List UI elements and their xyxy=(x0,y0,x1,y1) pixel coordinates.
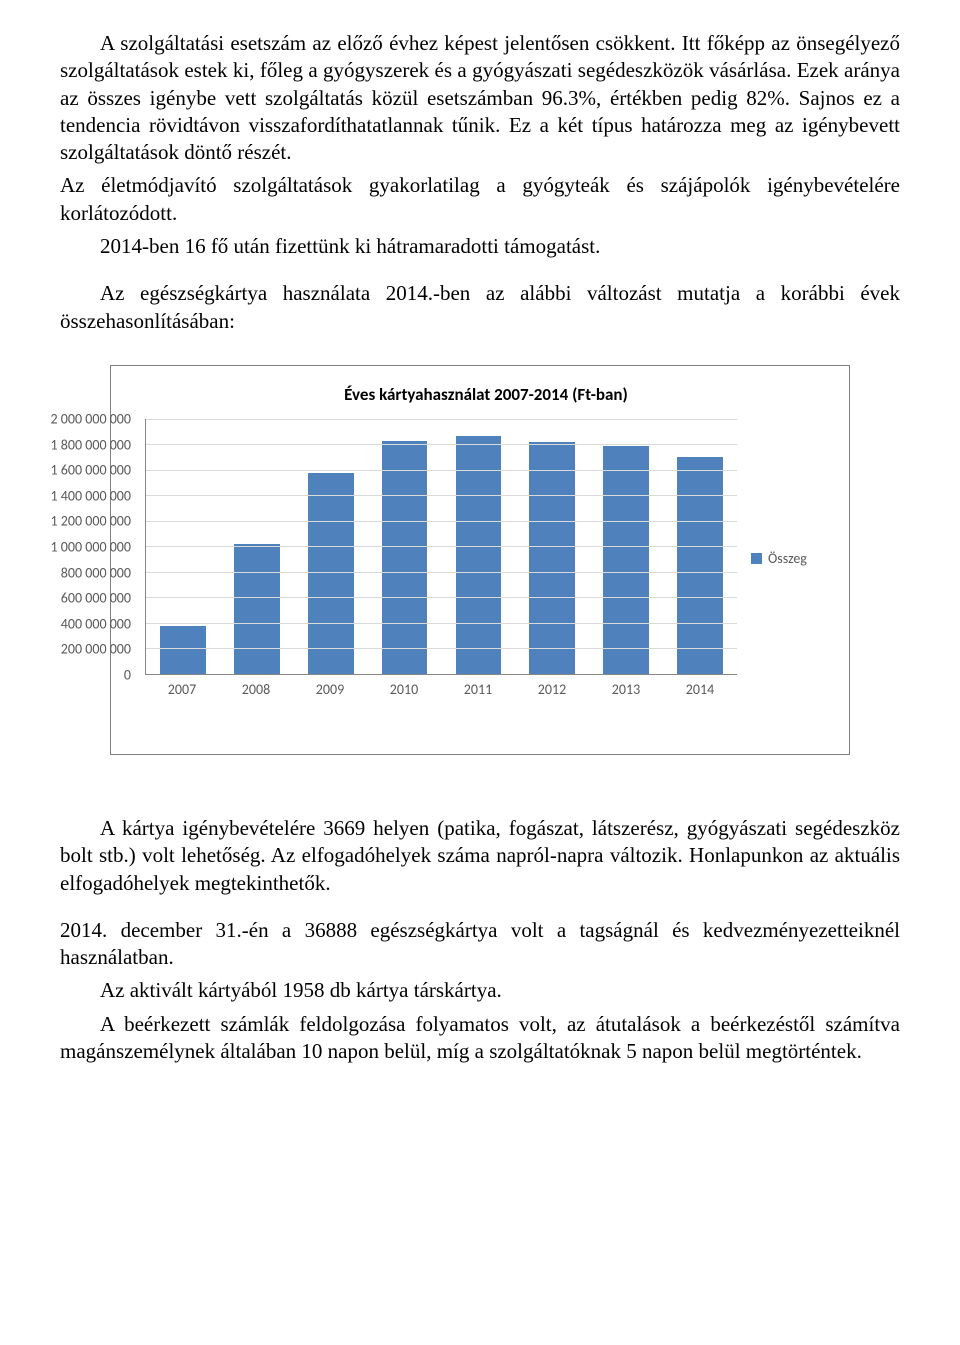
bar xyxy=(382,441,428,674)
gridline xyxy=(146,419,737,420)
gridline xyxy=(146,572,737,573)
x-tick-label: 2011 xyxy=(441,675,515,699)
plot-region xyxy=(145,419,737,675)
y-tick-label: 0 xyxy=(124,666,131,683)
x-tick-label: 2007 xyxy=(145,675,219,699)
y-tick-label: 1 400 000 000 xyxy=(51,487,131,504)
y-tick-label: 1 000 000 000 xyxy=(51,538,131,555)
paragraph-2: Az életmódjavító szolgáltatások gyakorla… xyxy=(60,172,900,227)
paragraph-5: A kártya igénybevételére 3669 helyen (pa… xyxy=(60,815,900,897)
legend-label: Összeg xyxy=(768,550,807,567)
x-axis: 20072008200920102011201220132014 xyxy=(145,675,737,699)
y-tick-label: 800 000 000 xyxy=(61,564,131,581)
gridline xyxy=(146,546,737,547)
bar xyxy=(308,473,354,674)
paragraph-3: 2014-ben 16 fő után fizettünk ki hátrama… xyxy=(60,233,900,260)
bar xyxy=(234,544,280,674)
chart-title: Éves kártyahasználat 2007-2014 (Ft-ban) xyxy=(145,384,827,405)
gridline xyxy=(146,521,737,522)
x-tick-label: 2013 xyxy=(589,675,663,699)
paragraph-6: 2014. december 31.-én a 36888 egészségká… xyxy=(60,917,900,972)
gridline xyxy=(146,495,737,496)
paragraph-7: Az aktivált kártyából 1958 db kártya tár… xyxy=(60,977,900,1004)
y-tick-label: 200 000 000 xyxy=(61,641,131,658)
paragraph-8: A beérkezett számlák feldolgozása folyam… xyxy=(60,1011,900,1066)
chart-legend: Összeg xyxy=(737,419,827,699)
legend-swatch xyxy=(751,553,762,564)
bar xyxy=(529,442,575,674)
gridline xyxy=(146,597,737,598)
paragraph-4: Az egészségkártya használata 2014.-ben a… xyxy=(60,280,900,335)
gridline xyxy=(146,444,737,445)
bar xyxy=(160,626,206,674)
x-tick-label: 2009 xyxy=(293,675,367,699)
y-tick-label: 1 600 000 000 xyxy=(51,462,131,479)
x-tick-label: 2008 xyxy=(219,675,293,699)
x-tick-label: 2014 xyxy=(663,675,737,699)
bar xyxy=(603,446,649,674)
gridline xyxy=(146,648,737,649)
gridline xyxy=(146,470,737,471)
bar xyxy=(677,457,723,674)
chart-container: Éves kártyahasználat 2007-2014 (Ft-ban) … xyxy=(110,365,850,755)
paragraph-1: A szolgáltatási esetszám az előző évhez … xyxy=(60,30,900,166)
y-tick-label: 400 000 000 xyxy=(61,615,131,632)
y-tick-label: 2 000 000 000 xyxy=(51,410,131,427)
chart-plot-area: 0200 000 000400 000 000600 000 000800 00… xyxy=(145,419,737,699)
gridline xyxy=(146,623,737,624)
y-tick-label: 1 200 000 000 xyxy=(51,513,131,530)
y-tick-label: 1 800 000 000 xyxy=(51,436,131,453)
bar xyxy=(456,436,502,674)
chart-body: 0200 000 000400 000 000600 000 000800 00… xyxy=(145,419,827,699)
y-tick-label: 600 000 000 xyxy=(61,590,131,607)
x-tick-label: 2010 xyxy=(367,675,441,699)
x-tick-label: 2012 xyxy=(515,675,589,699)
